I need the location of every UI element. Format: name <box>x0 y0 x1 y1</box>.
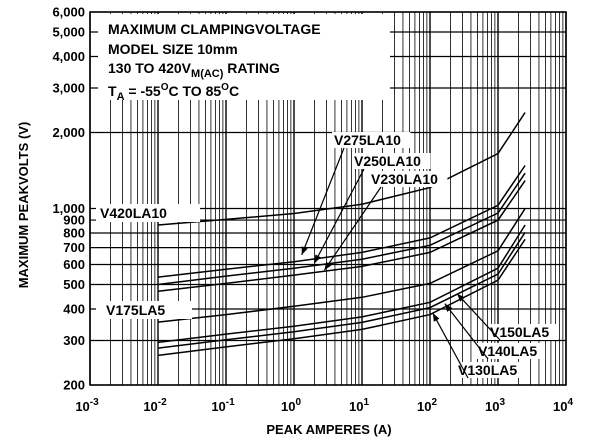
series-label-v175la5: V175LA5 <box>106 302 165 318</box>
voltage-curves <box>157 112 526 357</box>
leader-line <box>323 186 382 271</box>
series-line-v140la5 <box>157 231 526 349</box>
y-tick-label: 2,000 <box>52 125 85 140</box>
y-tick-label: 900 <box>63 213 85 228</box>
label-bg <box>476 343 546 359</box>
series-labels: V420LA10 V275LA10 V250LA10 V230LA10 V175LA5 V… <box>100 132 549 378</box>
leader-arrowhead <box>444 303 453 312</box>
x-tick-labels: 10-3 10-2 10-1 100 101 102 103 104 <box>75 397 573 414</box>
series-label-v275la10: V275LA10 <box>334 132 401 148</box>
leader-line <box>444 303 489 360</box>
title-line: MAXIMUM CLAMPINGVOLTAGE <box>108 21 321 37</box>
series-line-v275la10 <box>157 165 526 278</box>
series-line-v175la5 <box>157 208 526 323</box>
series-label-v230la10: V230LA10 <box>371 171 438 187</box>
y-tick-label: 5,000 <box>52 24 85 39</box>
y-tick-label: 3,000 <box>52 81 85 96</box>
x-tick-label: 10-1 <box>211 397 235 414</box>
x-tick-label: 10-3 <box>75 397 99 414</box>
series-label-v150la5: V150LA5 <box>490 324 549 340</box>
label-bg <box>369 171 448 187</box>
x-axis-title: PEAK AMPERES (A) <box>266 422 391 437</box>
y-tick-label: 700 <box>63 240 85 255</box>
y-tick-label: 600 <box>63 257 85 272</box>
series-line-v420la10 <box>157 112 526 226</box>
leader-arrowhead <box>314 254 322 264</box>
x-tick-label: 104 <box>553 397 573 414</box>
y-tick-label: 6,000 <box>52 5 85 20</box>
label-bg <box>456 362 526 378</box>
leader-arrowhead <box>457 293 465 302</box>
y-tick-label: 500 <box>63 277 85 292</box>
chart-title: MAXIMUM CLAMPINGVOLTAGE MODEL SIZE 10mm 13… <box>108 21 321 103</box>
x-tick-label: 100 <box>281 397 301 414</box>
label-leaders <box>301 147 501 379</box>
title-line: 130 TO 420VM(AC) RATING <box>108 60 280 80</box>
leader-arrowhead <box>432 313 440 322</box>
leader-line <box>313 168 365 264</box>
title-line: TA = -55OC TO 85OC <box>108 82 239 103</box>
leader-line <box>301 147 345 256</box>
x-tick-label: 10-2 <box>143 397 167 414</box>
series-line-v250la10 <box>157 172 526 286</box>
series-label-v130la5: V130LA5 <box>458 362 517 378</box>
title-box <box>98 14 390 100</box>
label-bg-v175 <box>96 301 192 319</box>
series-label-v420la10: V420LA10 <box>100 205 167 221</box>
series-label-v140la5: V140LA5 <box>478 343 537 359</box>
series-label-v250la10: V250LA10 <box>354 153 421 169</box>
series-line-v230la10 <box>157 180 526 293</box>
y-tick-label: 200 <box>63 378 85 393</box>
y-tick-label: 1,000 <box>52 201 85 216</box>
y-tick-label: 400 <box>63 301 85 316</box>
y-tick-label: 300 <box>63 333 85 348</box>
plot-frame <box>89 11 567 386</box>
label-bg-v420 <box>96 204 200 222</box>
title-line: MODEL SIZE 10mm <box>108 41 238 57</box>
label-bg <box>332 132 411 148</box>
x-tick-label: 101 <box>349 397 369 414</box>
label-bg <box>488 324 558 340</box>
y-tick-label: 800 <box>63 225 85 240</box>
label-bg <box>352 153 431 169</box>
y-tick-label: 4,000 <box>52 49 85 64</box>
x-tick-label: 102 <box>417 397 437 414</box>
leader-arrowhead <box>301 246 308 255</box>
leader-line <box>432 312 469 379</box>
x-tick-label: 103 <box>485 397 505 414</box>
y-axis-title: MAXIMUM PEAKVOLTS (V) <box>16 122 31 289</box>
leader-arrowhead <box>324 261 332 271</box>
leader-line <box>456 293 501 341</box>
series-line-v130la5 <box>157 238 526 357</box>
series-line-v150la5 <box>157 224 526 344</box>
